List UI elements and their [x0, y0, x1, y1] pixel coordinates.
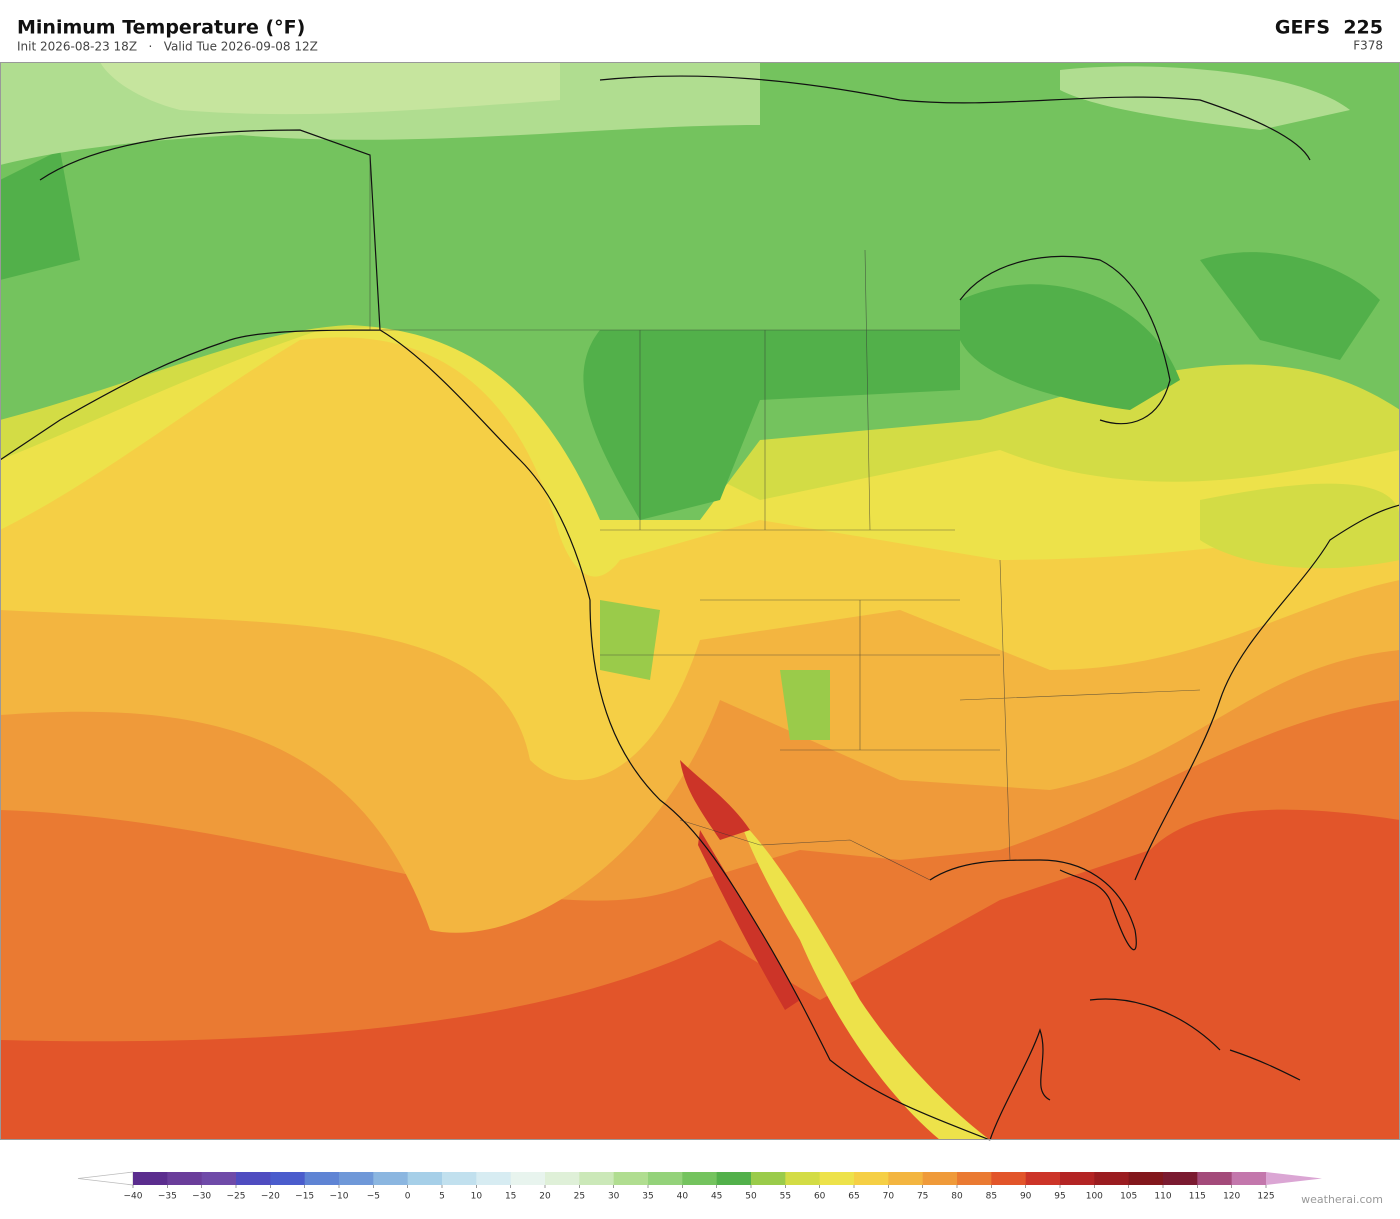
- colorbar-tick-label: 15: [505, 1192, 516, 1202]
- colorbar-swatch: [888, 1172, 924, 1185]
- forecast-hour: F378: [1353, 39, 1383, 53]
- colorbar-tick-label: 120: [1223, 1192, 1240, 1202]
- colorbar-tick-label: −30: [192, 1192, 211, 1202]
- colorbar-swatch: [442, 1172, 477, 1185]
- colorbar-swatch: [510, 1172, 546, 1185]
- colorbar-swatch: [373, 1172, 409, 1185]
- colorbar-swatch: [201, 1172, 237, 1185]
- colorbar-swatch: [339, 1172, 374, 1185]
- colorbar-swatch: [167, 1172, 203, 1185]
- colorbar-tick-label: 65: [848, 1192, 859, 1202]
- colorbar-tick-label: −25: [227, 1192, 246, 1202]
- colorbar-tick-label: −35: [158, 1192, 177, 1202]
- colorbar-tick-label: 35: [642, 1192, 653, 1202]
- colorbar-swatch: [613, 1172, 649, 1185]
- colorbar-swatch: [682, 1172, 718, 1185]
- colorbar-tick-label: 25: [574, 1192, 585, 1202]
- colorbar-tick-label: 95: [1054, 1192, 1065, 1202]
- colorbar: −40 −35 −30 −25 −20 −15 −10 −5 0 5 10 15 20 25 30 35 40 4…: [77, 1171, 1322, 1202]
- colorbar-swatch: [545, 1172, 580, 1185]
- colorbar-swatch: [1060, 1172, 1095, 1185]
- colorbar-tick-label: 75: [917, 1192, 928, 1202]
- colorbar-under: [77, 1171, 134, 1186]
- colorbar-tick-label: 30: [608, 1192, 620, 1202]
- colorbar-swatch: [716, 1172, 752, 1185]
- watermark: weatherai.com: [1301, 1193, 1383, 1206]
- colorbar-tick-label: 80: [951, 1192, 963, 1202]
- colorbar-tick-label: 10: [471, 1192, 483, 1202]
- colorbar-swatch: [751, 1172, 786, 1185]
- zone-45: [0, 150, 1380, 520]
- colorbar-swatch: [476, 1172, 512, 1185]
- colorbar-tick-label: 125: [1257, 1192, 1274, 1202]
- colorbar-swatch: [1197, 1172, 1233, 1185]
- colorbar-tick-label: 60: [814, 1192, 826, 1202]
- colorbar-swatch: [1163, 1172, 1198, 1185]
- colorbar-tick-label: −10: [330, 1192, 349, 1202]
- colorbar-tick-label: −20: [261, 1192, 280, 1202]
- colorbar-swatch: [819, 1172, 855, 1185]
- colorbar-tick-label: 105: [1120, 1192, 1137, 1202]
- colorbar-swatch: [133, 1172, 168, 1185]
- colorbar-swatch: [648, 1172, 683, 1185]
- colorbar-swatch: [785, 1172, 821, 1185]
- colorbar-tick-label: 55: [780, 1192, 791, 1202]
- colorbar-tick-label: −15: [295, 1192, 314, 1202]
- zone-40: [0, 62, 1400, 520]
- colorbar-swatch: [270, 1172, 306, 1185]
- map-subtitle: Init 2026-08-23 18Z · Valid Tue 2026-09-…: [17, 40, 318, 54]
- colorbar-swatch: [236, 1172, 271, 1185]
- colorbar-tick-label: 115: [1189, 1192, 1206, 1202]
- colorbar-swatch: [579, 1172, 615, 1185]
- colorbar-swatch: [1128, 1172, 1164, 1185]
- colorbar-swatch: [1094, 1172, 1130, 1185]
- zone-25: [100, 62, 560, 115]
- map-title: Minimum Temperature (°F): [17, 17, 305, 39]
- coastline: [0, 75, 1400, 1141]
- colorbar-tick-label: 90: [1020, 1192, 1032, 1202]
- borders: [369, 155, 1201, 881]
- colorbar-tick-label: 40: [677, 1192, 689, 1202]
- gulf-of-california: [680, 760, 800, 1010]
- map-field: [0, 62, 1400, 1141]
- colorbar-tick-label: −5: [367, 1192, 380, 1202]
- colorbar-swatch: [1231, 1172, 1267, 1185]
- colorbar-tick-label: 50: [745, 1192, 757, 1202]
- colorbar-swatch: [922, 1172, 958, 1185]
- colorbar-tick-label: 20: [539, 1192, 551, 1202]
- colorbar-tick-label: 85: [986, 1192, 997, 1202]
- colorbar-tick-label: 100: [1086, 1192, 1103, 1202]
- colorbar-swatch: [991, 1172, 1027, 1185]
- mexico-plateau: [740, 820, 990, 1140]
- zone-55-east: [1200, 483, 1400, 569]
- colorbar-swatch: [957, 1172, 992, 1185]
- colorbar-tick-label: 70: [883, 1192, 895, 1202]
- model-name: GEFS 225: [1275, 17, 1383, 39]
- rockies-cool: [600, 600, 830, 740]
- colorbar-tick-label: 45: [711, 1192, 722, 1202]
- colorbar-tick-label: 0: [405, 1192, 411, 1202]
- colorbar-swatch: [1025, 1172, 1061, 1185]
- colorbar-swatch: [304, 1172, 340, 1185]
- colorbar-swatch: [407, 1172, 443, 1185]
- colorbar-tick-label: 5: [439, 1192, 445, 1202]
- colorbar-over: [1266, 1172, 1322, 1185]
- colorbar-tick-label: 110: [1154, 1192, 1171, 1202]
- colorbar-tick-label: −40: [124, 1192, 143, 1202]
- colorbar-swatch: [854, 1172, 889, 1185]
